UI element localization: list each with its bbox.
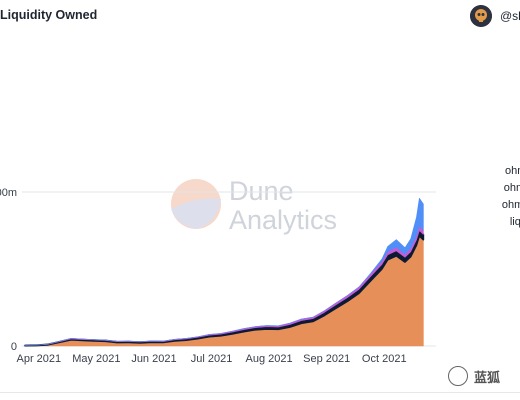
x-tick-label-3: Jul 2021	[191, 353, 233, 365]
legend-item-ohm-fr[interactable]: ohm_fr	[503, 182, 520, 194]
legend-item-ohm-lu[interactable]: ohm_lu	[501, 199, 520, 211]
series-area-ohm_c	[24, 197, 424, 346]
series-area-liquidi	[24, 235, 424, 347]
brand-word-2: Analytics	[229, 205, 337, 235]
wechat-watermark-text: 蓝狐	[474, 369, 501, 385]
x-tick-label-6: Oct 2021	[362, 353, 407, 365]
y-axis: 0 00m	[0, 187, 17, 353]
y-tick-label-1: 00m	[0, 187, 17, 199]
legend-item-ohm-c[interactable]: ohm_c	[504, 165, 520, 177]
brand-watermark: Dune Analytics	[171, 176, 337, 235]
author-handle: @sl	[500, 9, 520, 23]
y-tick-label-0: 0	[11, 341, 17, 353]
author-badge[interactable]: @sl	[470, 5, 520, 27]
avatar	[470, 5, 492, 27]
footer-divider	[0, 392, 520, 393]
x-tick-label-5: Sep 2021	[303, 353, 350, 365]
wechat-icon	[448, 366, 468, 386]
wechat-watermark: 蓝狐	[448, 366, 500, 386]
skull-avatar-icon	[470, 5, 492, 27]
brand-word-1: Dune	[229, 176, 294, 206]
x-tick-label-2: Jun 2021	[131, 353, 176, 365]
series-areas	[24, 197, 425, 347]
legend-item-liquidity[interactable]: liquidi	[509, 216, 520, 228]
chart-title: Liquidity Owned	[0, 8, 98, 22]
x-tick-label-0: Apr 2021	[16, 353, 61, 365]
legend: ohm_c ohm_fr ohm_lu liquidi	[478, 163, 520, 231]
x-tick-label-1: May 2021	[72, 353, 120, 365]
x-tick-label-4: Aug 2021	[246, 353, 293, 365]
x-axis: Apr 2021 May 2021 Jun 2021 Jul 2021 Aug 2021…	[16, 353, 406, 365]
